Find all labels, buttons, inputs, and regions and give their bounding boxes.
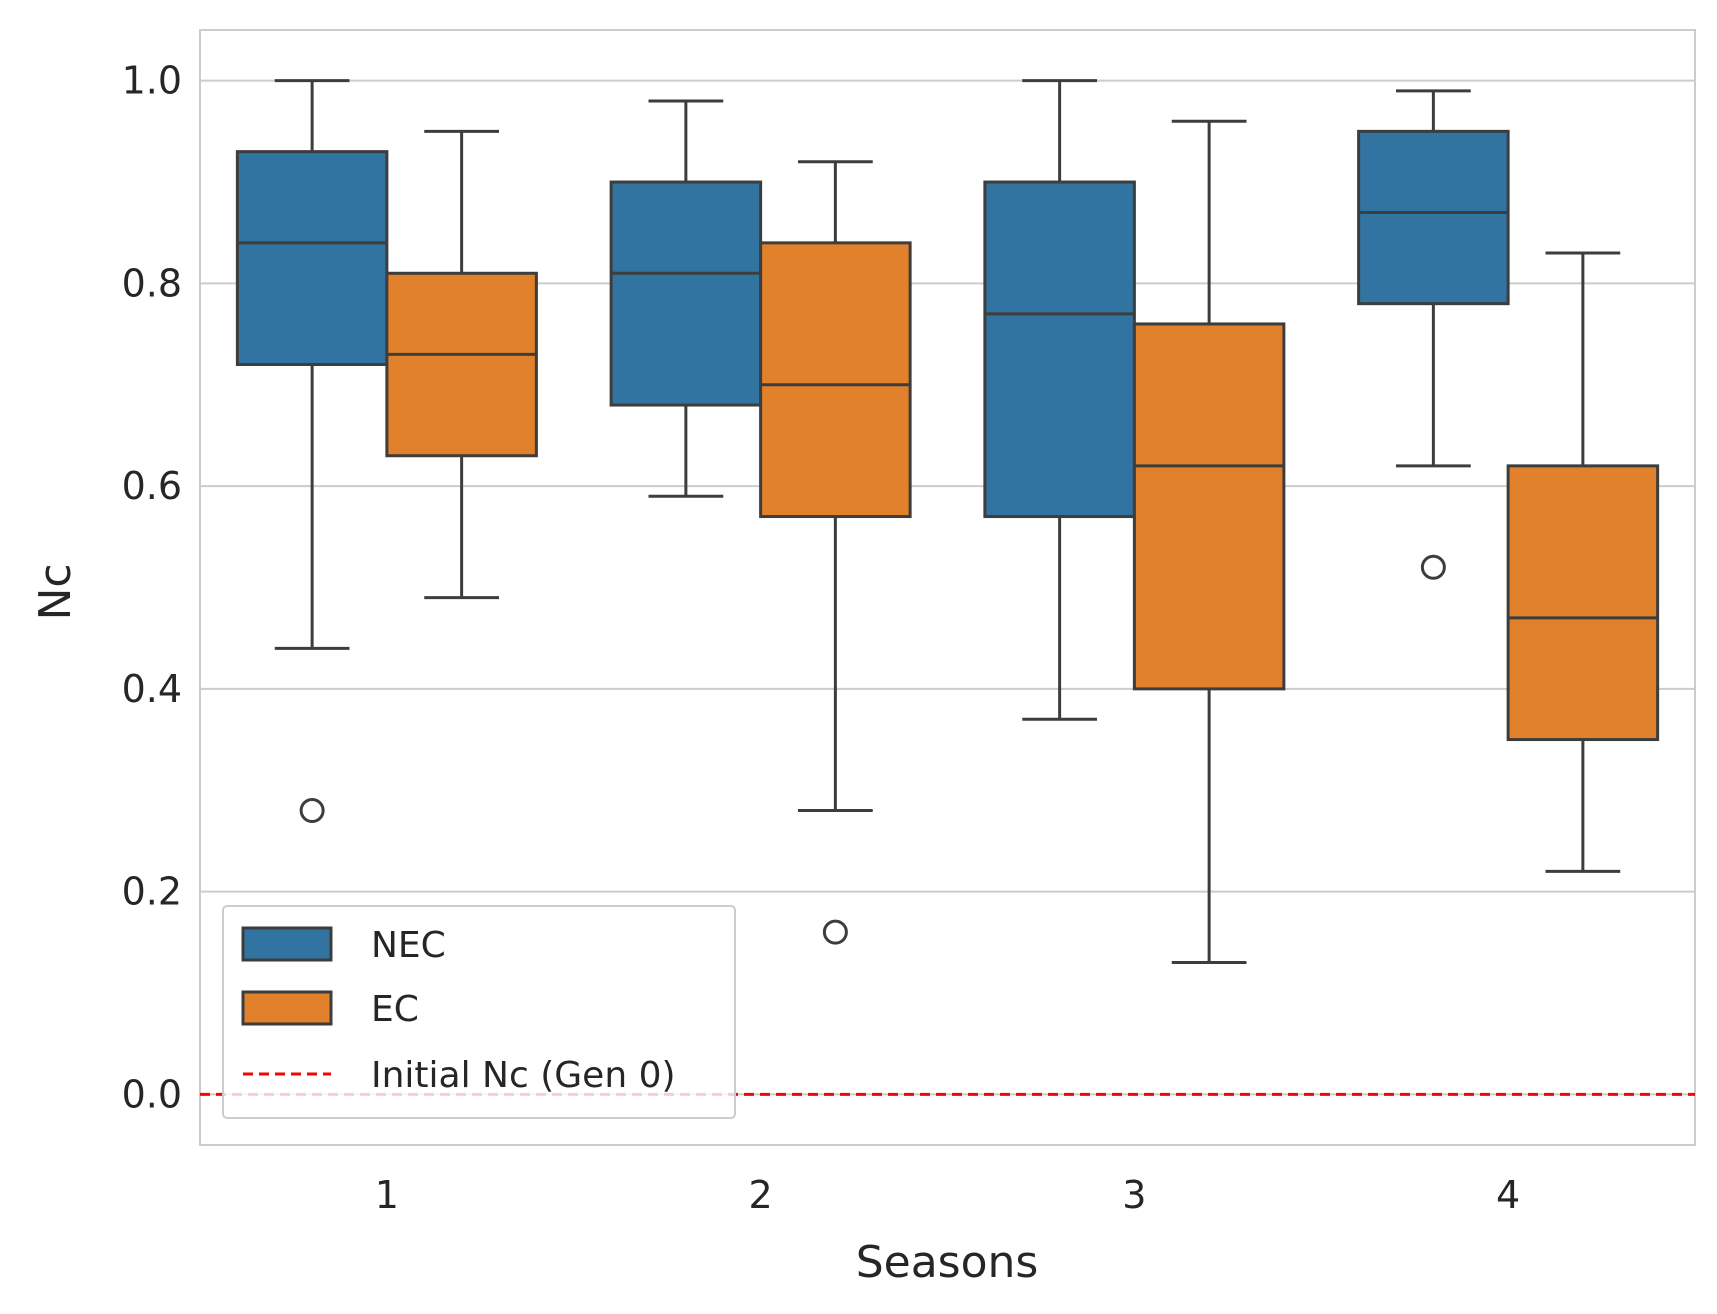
- y-tick-label: 0.2: [122, 870, 182, 914]
- box-iqr: [1506, 464, 1660, 742]
- outlier-point: [822, 919, 848, 945]
- outlier-point: [1420, 554, 1446, 580]
- y-axis-label: Nc: [30, 563, 81, 620]
- box-iqr: [1132, 322, 1286, 691]
- legend-label-nec: NEC: [371, 925, 446, 966]
- x-axis-label: Seasons: [856, 1237, 1039, 1288]
- y-tick-label: 1.0: [122, 59, 182, 103]
- box-nec-season-1: [235, 79, 389, 823]
- legend-frame: [222, 905, 736, 1119]
- legend-label-reference: Initial Nc (Gen 0): [371, 1055, 676, 1096]
- y-tick-label: 0.4: [122, 667, 182, 711]
- x-tick-label: 3: [1122, 1173, 1146, 1217]
- box-iqr: [235, 150, 389, 366]
- y-tick-label: 0.0: [122, 1072, 182, 1116]
- y-tick-label: 0.6: [122, 464, 182, 508]
- x-tick-label: 4: [1496, 1173, 1520, 1217]
- legend-swatch-ec: [241, 990, 333, 1026]
- box-iqr: [1357, 129, 1510, 306]
- x-tick-label: 1: [375, 1173, 399, 1217]
- box-iqr: [385, 271, 538, 458]
- box-iqr: [983, 180, 1136, 519]
- box-iqr: [759, 241, 912, 519]
- outlier-point: [299, 798, 325, 823]
- legend-label-ec: EC: [371, 989, 419, 1030]
- box-nec-season-4: [1357, 89, 1510, 580]
- boxes: [235, 79, 1660, 965]
- box-ec-season-2: [759, 160, 912, 945]
- box-ec-season-4: [1506, 251, 1660, 873]
- box-ec-season-1: [385, 129, 538, 600]
- y-tick-labels: 0.0 0.2 0.4 0.6 0.8 1.0: [122, 59, 182, 1117]
- y-tick-label: 0.8: [122, 261, 182, 305]
- box-iqr: [609, 180, 763, 407]
- x-tick-labels: 1 2 3 4: [375, 1173, 1520, 1217]
- legend-swatch-nec: [241, 926, 333, 962]
- legend: NEC EC Initial Nc (Gen 0): [222, 905, 736, 1119]
- x-tick-label: 2: [749, 1173, 773, 1217]
- box-nec-season-3: [983, 79, 1136, 721]
- box-ec-season-3: [1132, 119, 1286, 965]
